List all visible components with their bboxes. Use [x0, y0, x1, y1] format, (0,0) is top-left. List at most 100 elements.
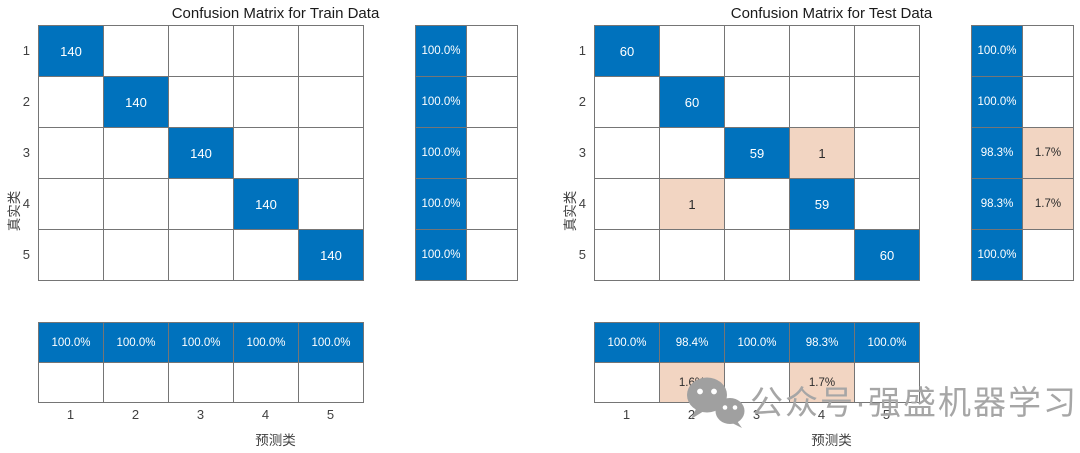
matrix-cell: 140 — [39, 26, 104, 77]
matrix-cell: 140 — [299, 230, 364, 281]
row-summary-missrate-cell — [1023, 77, 1074, 128]
col-summary-precision-cell: 98.4% — [660, 323, 725, 363]
row-summary-missrate-cell — [467, 179, 518, 230]
col-summary-fdr-cell: 1.7% — [790, 363, 855, 403]
matrix-cell — [39, 179, 104, 230]
row-summary-missrate-cell — [467, 77, 518, 128]
row-summary-recall-cell: 100.0% — [416, 179, 467, 230]
matrix-cell — [790, 77, 855, 128]
matrix-cell — [299, 77, 364, 128]
matrix-cell — [855, 77, 920, 128]
x-tick-label: 1 — [66, 407, 75, 422]
row-summary-missrate-cell — [467, 26, 518, 77]
matrix-cell: 59 — [790, 179, 855, 230]
matrix-cell: 140 — [169, 128, 234, 179]
col-summary-precision-cell: 100.0% — [855, 323, 920, 363]
y-tick-label: 1 — [22, 43, 30, 58]
row-summary-recall-cell: 100.0% — [972, 26, 1023, 77]
matrix-cell — [855, 26, 920, 77]
col-summary-precision-cell: 100.0% — [725, 323, 790, 363]
col-summary-precision-cell: 98.3% — [790, 323, 855, 363]
x-tick-label: 5 — [326, 407, 335, 422]
col-summary-fdr-cell — [299, 363, 364, 403]
matrix-cell — [299, 128, 364, 179]
matrix-cell — [299, 26, 364, 77]
row-summary-missrate-cell: 1.7% — [1023, 179, 1074, 230]
matrix-cell — [234, 128, 299, 179]
matrix-cell — [725, 77, 790, 128]
y-tick-label: 4 — [22, 196, 30, 211]
y-tick-label: 5 — [22, 247, 30, 262]
matrix-cell: 140 — [234, 179, 299, 230]
col-summary-fdr-cell — [169, 363, 234, 403]
matrix-cell — [790, 26, 855, 77]
row-summary-recall-cell: 100.0% — [416, 77, 467, 128]
col-summary-precision-cell: 100.0% — [595, 323, 660, 363]
chart-title: Confusion Matrix for Train Data — [171, 5, 380, 22]
confusion-matrix-grid: 140 140 140 140 140 — [38, 25, 364, 281]
matrix-cell — [855, 128, 920, 179]
col-summary-fdr-cell — [39, 363, 104, 403]
matrix-cell: 1 — [790, 128, 855, 179]
matrix-cell — [725, 179, 790, 230]
matrix-cell — [234, 230, 299, 281]
matrix-cell — [790, 230, 855, 281]
col-summary-fdr-cell — [595, 363, 660, 403]
row-summary-missrate-cell — [1023, 230, 1074, 281]
matrix-cell — [855, 179, 920, 230]
x-tick-label: 2 — [131, 407, 140, 422]
matrix-cell — [104, 26, 169, 77]
x-tick-label: 3 — [196, 407, 205, 422]
row-summary-recall-cell: 100.0% — [416, 26, 467, 77]
col-summary-precision-cell: 100.0% — [234, 323, 299, 363]
column-summary-grid: 100.0% 98.4% 100.0% 98.3% 100.0% 1.6% 1.7% — [594, 322, 920, 403]
x-tick-label: 1 — [622, 407, 631, 422]
matrix-cell — [595, 77, 660, 128]
y-tick-label: 2 — [578, 94, 586, 109]
matrix-cell — [104, 179, 169, 230]
x-tick-label: 4 — [261, 407, 270, 422]
x-axis-label: 预测类 — [811, 433, 852, 448]
row-summary-recall-cell: 100.0% — [972, 77, 1023, 128]
matrix-cell — [39, 128, 104, 179]
row-summary-recall-cell: 98.3% — [972, 128, 1023, 179]
matrix-cell — [725, 26, 790, 77]
matrix-cell — [39, 230, 104, 281]
confusion-matrix-grid: 60 60 59 1 1 59 60 — [594, 25, 920, 281]
matrix-cell — [299, 179, 364, 230]
x-axis-ticks: 1 2 3 4 5 — [594, 407, 921, 422]
row-summary-grid: 100.0% 100.0% 100.0% 100.0% 100.0% — [415, 25, 518, 281]
row-summary-missrate-cell: 1.7% — [1023, 128, 1074, 179]
y-tick-label: 2 — [22, 94, 30, 109]
matrix-cell: 60 — [595, 26, 660, 77]
matrix-cell — [169, 26, 234, 77]
y-tick-label: 4 — [578, 196, 586, 211]
row-summary-recall-cell: 100.0% — [416, 230, 467, 281]
matrix-cell — [595, 230, 660, 281]
matrix-cell — [39, 77, 104, 128]
x-tick-label: 2 — [687, 407, 696, 422]
col-summary-fdr-cell — [855, 363, 920, 403]
col-summary-precision-cell: 100.0% — [104, 323, 169, 363]
row-summary-missrate-cell — [1023, 26, 1074, 77]
matrix-cell — [169, 77, 234, 128]
matrix-cell: 60 — [855, 230, 920, 281]
y-axis-ticks: 1 2 3 4 5 — [558, 25, 586, 280]
row-summary-recall-cell: 100.0% — [972, 230, 1023, 281]
x-tick-label: 3 — [752, 407, 761, 422]
matrix-cell — [595, 179, 660, 230]
matrix-cell — [660, 26, 725, 77]
matrix-cell — [725, 230, 790, 281]
row-summary-recall-cell: 100.0% — [416, 128, 467, 179]
y-tick-label: 1 — [578, 43, 586, 58]
row-summary-recall-cell: 98.3% — [972, 179, 1023, 230]
col-summary-fdr-cell: 1.6% — [660, 363, 725, 403]
y-axis-ticks: 1 2 3 4 5 — [2, 25, 30, 280]
matrix-cell — [104, 128, 169, 179]
matrix-cell — [169, 179, 234, 230]
matrix-cell — [660, 128, 725, 179]
x-axis-ticks: 1 2 3 4 5 — [38, 407, 365, 422]
